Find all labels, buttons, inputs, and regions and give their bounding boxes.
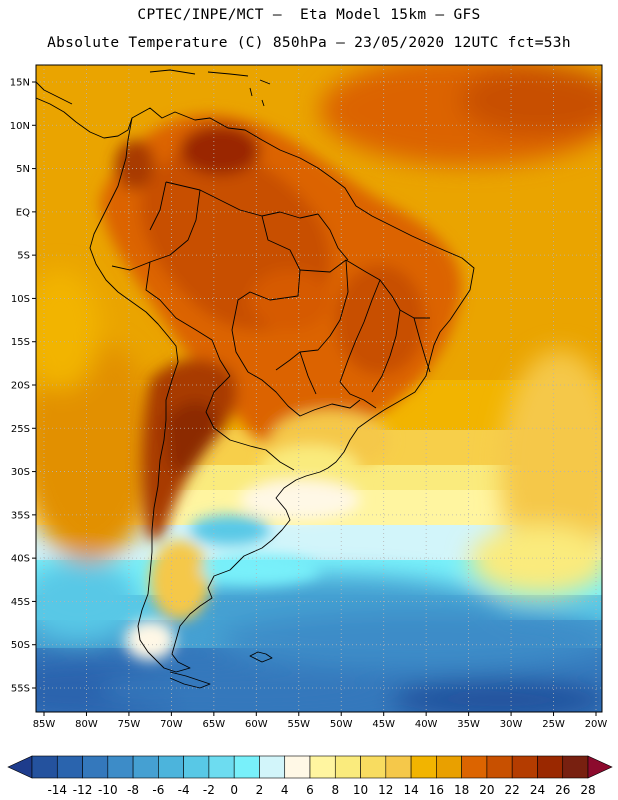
lon-tick-label: 85W [33, 719, 56, 730]
lon-tick-label: 30W [500, 719, 523, 730]
lon-tick-label: 55W [287, 719, 310, 730]
colorbar-swatch [31, 755, 58, 779]
lon-tick-label: 65W [203, 719, 226, 730]
colorbar-label: -12 [73, 783, 93, 797]
colorbar-swatch [233, 755, 260, 779]
country-borders [111, 181, 361, 471]
colorbar-label: 12 [378, 783, 393, 797]
colorbar-label: 18 [454, 783, 469, 797]
colorbar-swatch [284, 755, 311, 779]
colorbar-label: 8 [331, 783, 339, 797]
map-title-line2: Absolute Temperature (C) 850hPa – 23/05/… [47, 35, 571, 51]
lat-tick-label: 50S [11, 640, 30, 651]
colorbar-swatch [132, 755, 159, 779]
colorbar-swatch [486, 755, 513, 779]
south-america-coastline [89, 107, 475, 673]
lon-tick-label: 25W [542, 719, 565, 730]
central-america-coastline [36, 97, 133, 139]
colorbar-swatch [309, 755, 336, 779]
lon-tick-label: 35W [457, 719, 480, 730]
lon-tick-label: 50W [330, 719, 353, 730]
colorbar-swatch [334, 755, 361, 779]
lat-tick-label: 10N [10, 121, 30, 132]
temperature-field [36, 65, 602, 712]
lon-tick-label: 70W [160, 719, 183, 730]
colorbar-label: 0 [230, 783, 238, 797]
colorbar-swatch [183, 755, 210, 779]
colorbar-swatch [56, 755, 83, 779]
colorbar-label: -8 [127, 783, 139, 797]
colorbar-label: 6 [306, 783, 314, 797]
colorbar-label: 26 [555, 783, 570, 797]
plot-frame [35, 64, 603, 713]
colorbar-swatch [360, 755, 387, 779]
caribbean-islands [149, 69, 271, 85]
colorbar-label: -10 [98, 783, 118, 797]
colorbar-swatch [511, 755, 538, 779]
colorbar-swatch [461, 755, 488, 779]
lat-tick-label: 20S [11, 381, 30, 392]
map-title-line1: CPTEC/INPE/MCT – Eta Model 15km – GFS [137, 7, 481, 23]
colorbar-label: 2 [256, 783, 264, 797]
lat-tick-label: 25S [11, 424, 30, 435]
colorbar-label: -4 [178, 783, 190, 797]
lat-tick-label: 30S [11, 467, 30, 478]
colorbar-swatch [385, 755, 412, 779]
colorbar-swatch [259, 755, 286, 779]
coastlines-and-borders [36, 69, 475, 689]
colorbar-swatch [562, 755, 589, 779]
colorbar-label: 16 [429, 783, 444, 797]
falklands-islands [249, 651, 273, 663]
lat-tick-label: 5N [16, 164, 30, 175]
lon-tick-label: 20W [585, 719, 608, 730]
warm-end-arrow [587, 755, 613, 779]
colorbar-swatch [158, 755, 184, 779]
colorbar-swatch [107, 755, 134, 779]
colorbar-label: 28 [580, 783, 595, 797]
lat-tick-label: 45S [11, 597, 30, 608]
colorbar-swatch [208, 755, 235, 779]
lat-tick-label: 10S [11, 294, 30, 305]
lat-tick-label: 40S [11, 554, 30, 565]
lat-tick-label: 5S [17, 251, 30, 262]
colorbar-swatch [537, 755, 564, 779]
colorbar: -14 -12 -10 -8 -6 -4 -2 0 2 4 6 8 10 12 14 16 18 20 22 24 26… [7, 755, 613, 797]
lat-tick-label: 15S [11, 337, 30, 348]
lon-tick-label: 75W [118, 719, 141, 730]
lat-tick-label: EQ [16, 207, 30, 218]
state-borders [275, 259, 431, 409]
colorbar-swatch [410, 755, 437, 779]
colorbar-label: 22 [505, 783, 520, 797]
latitude-axis: 15N 10N 5N EQ 5S 10S 15S 20S 25S 30S 35S 40S 45S 50S 5… [10, 78, 36, 695]
lon-tick-label: 45W [372, 719, 395, 730]
longitude-axis: 85W 80W 75W 70W 65W 60W 55W 50W 45W 40W 35W 30W 25W 2… [33, 712, 608, 730]
colorbar-label: 10 [353, 783, 368, 797]
colorbar-label: -2 [203, 783, 215, 797]
colorbar-label: -6 [152, 783, 164, 797]
cold-end-arrow [7, 755, 33, 779]
colorbar-swatch [436, 755, 462, 779]
colorbar-label: 4 [281, 783, 289, 797]
lon-tick-label: 80W [75, 719, 98, 730]
colorbar-label: 20 [479, 783, 494, 797]
colorbar-label: 14 [403, 783, 418, 797]
tierra-del-fuego [169, 671, 211, 689]
lat-tick-label: 55S [11, 684, 30, 695]
lat-tick-label: 35S [11, 510, 30, 521]
colorbar-label: -14 [47, 783, 67, 797]
lon-tick-label: 60W [245, 719, 268, 730]
lon-tick-label: 40W [415, 719, 438, 730]
colorbar-label: 24 [530, 783, 545, 797]
colorbar-swatch [82, 755, 109, 779]
lat-tick-label: 15N [10, 78, 30, 89]
